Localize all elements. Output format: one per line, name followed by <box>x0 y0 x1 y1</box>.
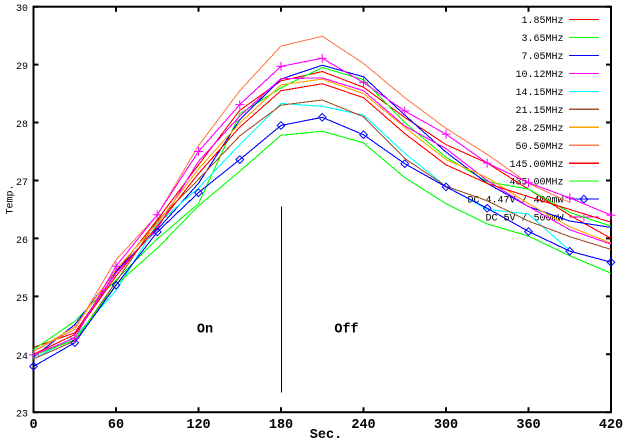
svg-text:420: 420 <box>599 418 623 433</box>
svg-text:1.85MHz: 1.85MHz <box>521 16 563 27</box>
svg-text:120: 120 <box>186 418 210 433</box>
svg-text:435.00MHz: 435.00MHz <box>509 178 563 189</box>
svg-text:14.15MHz: 14.15MHz <box>515 88 563 99</box>
svg-text:10.12MHz: 10.12MHz <box>515 70 563 81</box>
svg-text:240: 240 <box>351 418 375 433</box>
svg-text:Off: Off <box>334 323 358 338</box>
svg-text:29: 29 <box>16 62 28 73</box>
svg-text:28.25MHz: 28.25MHz <box>515 124 563 135</box>
svg-text:23: 23 <box>16 410 28 421</box>
svg-text:24: 24 <box>16 352 28 363</box>
svg-text:25: 25 <box>16 294 28 305</box>
svg-text:21.15MHz: 21.15MHz <box>515 106 563 117</box>
svg-text:300: 300 <box>434 418 458 433</box>
svg-text:7.05MHz: 7.05MHz <box>521 52 563 63</box>
svg-text:Sec.: Sec. <box>310 428 342 441</box>
svg-text:360: 360 <box>516 418 540 433</box>
svg-text:28: 28 <box>16 120 28 131</box>
svg-text:0: 0 <box>29 418 37 433</box>
svg-text:26: 26 <box>16 236 28 247</box>
svg-text:145.00MHz: 145.00MHz <box>509 160 563 171</box>
svg-text:Temp.: Temp. <box>6 184 17 214</box>
svg-text:3.65MHz: 3.65MHz <box>521 34 563 45</box>
svg-text:DC 4.47V / 400mW: DC 4.47V / 400mW <box>467 195 563 207</box>
svg-text:60: 60 <box>108 418 124 433</box>
svg-text:30: 30 <box>16 4 28 15</box>
svg-text:27: 27 <box>16 178 28 189</box>
svg-text:On: On <box>197 323 213 338</box>
svg-text:50.50MHz: 50.50MHz <box>515 142 563 153</box>
svg-text:180: 180 <box>269 418 293 433</box>
